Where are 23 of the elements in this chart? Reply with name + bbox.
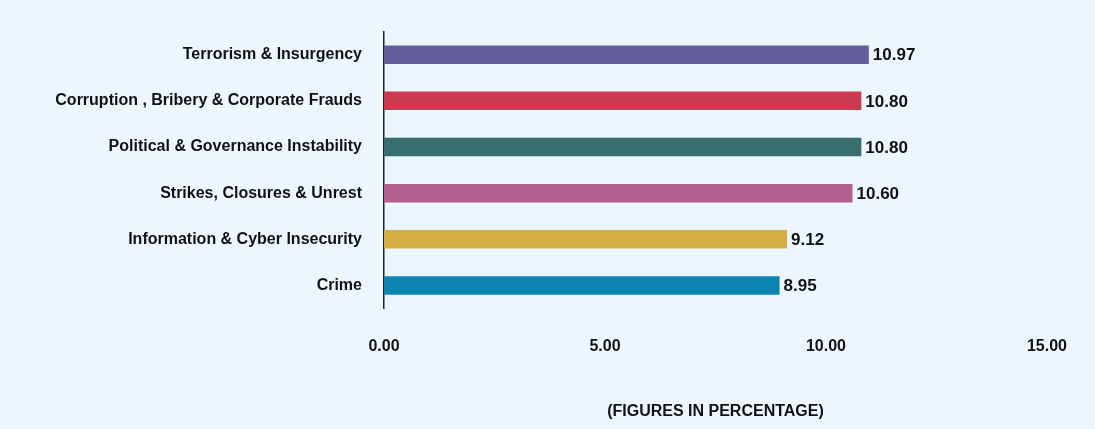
y-tick-label: Information & Cyber Insecurity: [128, 229, 363, 247]
bar: [384, 137, 862, 157]
data-label: 10.97: [872, 45, 916, 65]
y-tick-label: Political & Governance Instability: [108, 137, 363, 155]
y-tick-label: Terrorism & Insurgency: [182, 45, 363, 63]
data-label: 10.80: [865, 91, 908, 111]
y-tick-label: Strikes, Closures & Unrest: [160, 183, 363, 201]
bar: [384, 183, 853, 203]
x-tick-label: 0.00: [368, 336, 400, 354]
y-tick-label: Crime: [316, 275, 363, 293]
bar: [384, 91, 862, 111]
data-label: 10.80: [865, 137, 908, 157]
y-tick-label: Corruption , Bribery & Corporate Frauds: [55, 91, 363, 109]
bar: [384, 230, 788, 249]
data-label: 8.95: [783, 276, 817, 296]
data-label: 9.12: [791, 230, 825, 250]
data-label: 10.60: [856, 183, 900, 203]
x-tick-label: 15.00: [1026, 336, 1068, 354]
x-tick-label: 5.00: [589, 336, 621, 354]
x-axis-title: (FIGURES IN PERCENTAGE): [607, 401, 824, 419]
bar: [384, 276, 780, 295]
bar: [384, 45, 869, 64]
x-tick-label: 10.00: [805, 336, 847, 354]
